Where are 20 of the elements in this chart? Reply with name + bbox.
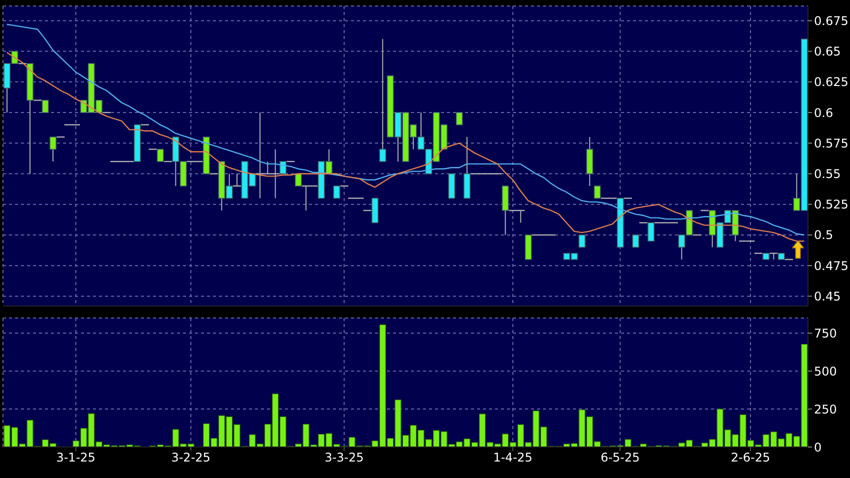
y-tick-label: 0.475: [814, 258, 848, 273]
y-tick-label: 0.525: [814, 198, 848, 212]
x-tick-label: 1-4-25: [493, 450, 532, 465]
y-tick-label: 0.65: [814, 44, 841, 59]
x-tick-label: 2-6-25: [730, 450, 770, 465]
y-tick-label: 0.45: [814, 289, 841, 304]
x-tick-label: 3-3-25: [324, 450, 364, 465]
y-tick-label: 500: [814, 364, 837, 378]
x-tick-label: 3-2-25: [171, 450, 210, 465]
y-tick-label: 0.6: [814, 106, 834, 120]
y-tick-label: 0.625: [814, 75, 848, 90]
y-tick-label: 0: [814, 440, 822, 454]
y-tick-label: 0.5: [814, 228, 834, 242]
y-tick-label: 0.55: [814, 167, 841, 182]
x-tick-label: 3-1-25: [56, 450, 96, 465]
y-tick-label: 0.575: [814, 136, 848, 150]
y-tick-label: 250: [814, 402, 837, 416]
x-tick-label: 6-5-25: [600, 450, 640, 465]
y-tick-label: 0.675: [814, 14, 848, 28]
y-tick-label: 750: [814, 326, 837, 340]
